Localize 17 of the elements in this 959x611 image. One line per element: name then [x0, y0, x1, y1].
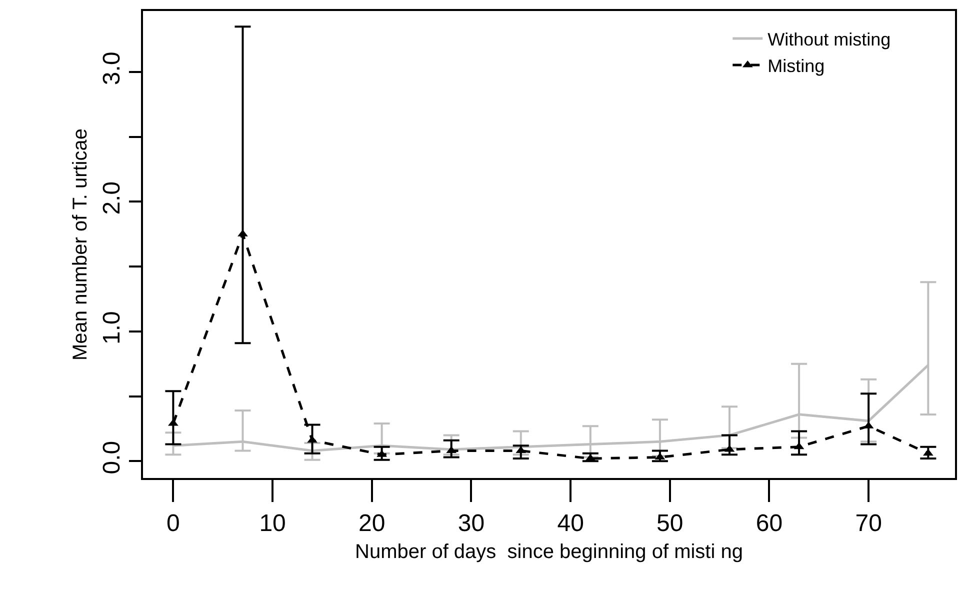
point — [307, 436, 318, 443]
x-axis-title: Number of days since beginning of misti ng — [355, 540, 743, 563]
legend-label: Misting — [768, 56, 825, 76]
x-tick-label: 70 — [855, 510, 882, 537]
x-tick-label: 20 — [358, 510, 386, 537]
y-tick-label: 3.0 — [98, 52, 126, 86]
y-axis-title: Mean number of T. urticae — [69, 128, 92, 360]
y-tick-label: 1.0 — [98, 311, 126, 344]
legend-label: Without misting — [768, 30, 891, 50]
y-tick-label: 0.0 — [98, 440, 126, 474]
x-tick-label: 60 — [756, 510, 783, 537]
x-tick-label: 0 — [166, 510, 180, 537]
x-tick-label: 30 — [458, 510, 485, 537]
x-tick-label: 10 — [259, 510, 286, 537]
y-tick-label: 2.0 — [98, 181, 126, 215]
x-tick-label: 50 — [656, 510, 684, 537]
x-tick-label: 40 — [557, 510, 584, 537]
